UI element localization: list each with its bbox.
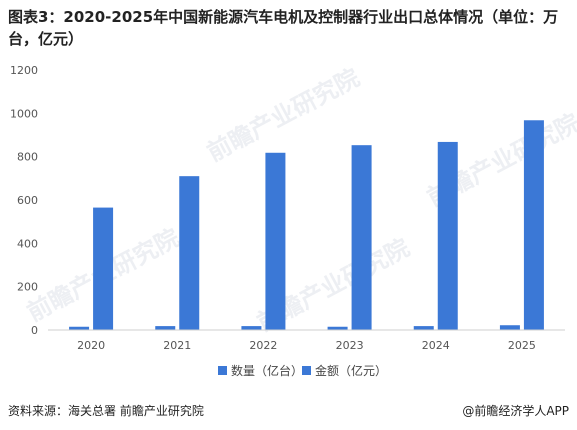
bar-quantity <box>69 326 90 330</box>
legend-label: 金额（亿元） <box>315 363 387 378</box>
y-tick-label: 0 <box>31 324 38 337</box>
bar-amount <box>93 207 114 330</box>
legend: 数量（亿台） 金额（亿元） <box>218 363 387 378</box>
x-tick-label: 2022 <box>249 339 277 352</box>
watermark-1: 前瞻产业研究院 <box>203 63 364 167</box>
x-tick-label: 2020 <box>77 339 105 352</box>
x-axis-ticks: 2020 2021 2022 2023 2024 2025 <box>77 339 536 352</box>
legend-swatch <box>302 366 311 375</box>
x-tick-label: 2021 <box>163 339 191 352</box>
y-tick-label: 800 <box>17 151 38 164</box>
bar-amount <box>351 145 372 330</box>
bar-quantity <box>327 326 348 330</box>
x-tick-label: 2024 <box>422 339 450 352</box>
bar-quantity <box>155 326 176 330</box>
y-tick-label: 200 <box>17 281 38 294</box>
legend-swatch <box>218 366 227 375</box>
y-tick-label: 600 <box>17 194 38 207</box>
legend-label: 数量（亿台） <box>231 363 303 378</box>
bar-amount <box>265 152 286 330</box>
y-axis-ticks: 0 200 400 600 800 1000 1200 <box>10 64 38 337</box>
bar-quantity <box>499 325 520 330</box>
bar-amount <box>437 141 458 330</box>
source-note: 资料来源：海关总署 前瞻产业研究院 <box>8 404 204 418</box>
y-tick-label: 1000 <box>10 107 38 120</box>
bar-quantity <box>241 326 262 330</box>
chart-title: 图表3：2020-2025年中国新能源汽车电机及控制器行业出口总体情况（单位：万… <box>8 8 559 48</box>
bar-amount <box>523 120 544 331</box>
y-tick-label: 1200 <box>10 64 38 77</box>
bars <box>69 120 544 331</box>
x-tick-label: 2025 <box>508 339 536 352</box>
y-tick-label: 400 <box>17 237 38 250</box>
bar-amount <box>179 176 200 330</box>
bar-quantity <box>413 326 434 330</box>
brand-credit: @前瞻经济学人APP <box>462 404 569 418</box>
x-tick-label: 2023 <box>336 339 364 352</box>
